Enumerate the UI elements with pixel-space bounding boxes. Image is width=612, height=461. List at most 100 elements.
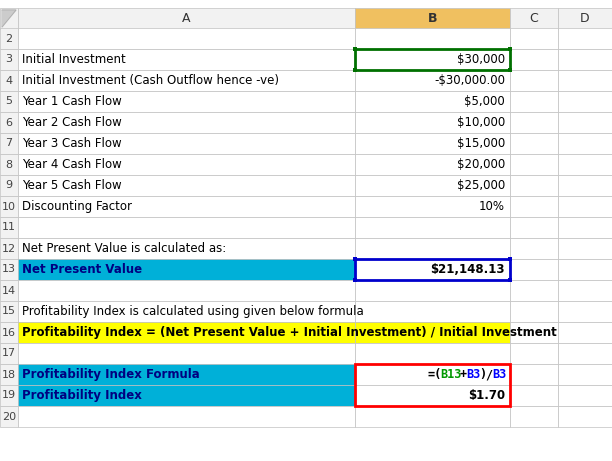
Bar [355, 259, 510, 280]
Text: $30,000: $30,000 [457, 53, 505, 66]
Bar [558, 322, 612, 343]
Bar [18, 28, 355, 49]
Bar [18, 385, 355, 406]
Text: Initial Investment: Initial Investment [22, 53, 125, 66]
Bar [558, 175, 612, 196]
Text: 12: 12 [2, 243, 16, 254]
Text: 10%: 10% [479, 200, 505, 213]
Text: Year 2 Cash Flow: Year 2 Cash Flow [22, 116, 122, 129]
Bar [0, 133, 18, 154]
Text: $10,000: $10,000 [457, 116, 505, 129]
Bar [510, 343, 558, 364]
Bar [510, 175, 558, 196]
Text: -$30,000.00: -$30,000.00 [434, 74, 505, 87]
Text: Year 3 Cash Flow: Year 3 Cash Flow [22, 137, 122, 150]
Bar [355, 49, 510, 70]
Text: 20: 20 [2, 412, 16, 421]
Text: 3: 3 [6, 54, 12, 65]
Bar [353, 47, 357, 51]
Bar [0, 91, 18, 112]
Bar [0, 196, 18, 217]
Bar [510, 364, 558, 385]
Text: 6: 6 [6, 118, 12, 128]
Bar [18, 8, 355, 29]
Text: Year 1 Cash Flow: Year 1 Cash Flow [22, 95, 122, 108]
Bar [508, 257, 512, 261]
Text: 8: 8 [6, 160, 13, 170]
Bar [355, 196, 510, 217]
Bar [355, 49, 510, 70]
Bar [18, 91, 355, 112]
Bar [355, 280, 510, 301]
Bar [510, 238, 558, 259]
Text: 5: 5 [6, 96, 12, 106]
Bar [510, 196, 558, 217]
Text: $5,000: $5,000 [465, 95, 505, 108]
Text: =(: =( [427, 368, 441, 381]
Bar [18, 364, 355, 385]
Text: 15: 15 [2, 307, 16, 317]
Bar [510, 259, 558, 280]
Bar [0, 154, 18, 175]
Bar [355, 28, 510, 49]
Bar [0, 49, 18, 70]
Bar [558, 238, 612, 259]
Text: 18: 18 [2, 370, 16, 379]
Text: /: / [485, 368, 493, 381]
Bar [0, 364, 18, 385]
Text: Profitability Index = (Net Present Value + Initial Investment) / Initial Investm: Profitability Index = (Net Present Value… [22, 326, 557, 339]
Bar [558, 301, 612, 322]
Text: $21,148.13: $21,148.13 [430, 263, 505, 276]
Text: Profitability Index Formula: Profitability Index Formula [22, 368, 200, 381]
Bar [510, 280, 558, 301]
Bar [510, 49, 558, 70]
Bar [355, 343, 510, 364]
Bar [558, 217, 612, 238]
Bar [18, 175, 355, 196]
Bar [0, 238, 18, 259]
Bar [558, 196, 612, 217]
Text: 2: 2 [6, 34, 13, 43]
Text: B3: B3 [492, 368, 506, 381]
Bar [510, 133, 558, 154]
Bar [355, 259, 510, 280]
Text: Profitability Index is calculated using given below formula: Profitability Index is calculated using … [22, 305, 364, 318]
Text: B3: B3 [466, 368, 480, 381]
Bar [355, 364, 510, 385]
Text: 14: 14 [2, 285, 16, 296]
Bar [0, 280, 18, 301]
Text: $25,000: $25,000 [457, 179, 505, 192]
Bar [355, 217, 510, 238]
Bar [18, 196, 355, 217]
Text: Discounting Factor: Discounting Factor [22, 200, 132, 213]
Bar [355, 301, 510, 322]
Bar [0, 217, 18, 238]
Text: 17: 17 [2, 349, 16, 359]
Text: D: D [580, 12, 590, 25]
Bar [508, 68, 512, 72]
Bar [18, 112, 355, 133]
Bar [353, 68, 357, 72]
Bar [18, 49, 355, 70]
Text: Profitability Index: Profitability Index [22, 389, 142, 402]
Text: B13: B13 [440, 368, 461, 381]
Text: $20,000: $20,000 [457, 158, 505, 171]
Bar [355, 364, 510, 406]
Bar [558, 385, 612, 406]
Bar [558, 364, 612, 385]
Bar [510, 322, 558, 343]
Bar [0, 259, 18, 280]
Bar [0, 28, 18, 49]
Bar [0, 406, 18, 427]
Text: B: B [428, 12, 437, 25]
Bar [355, 70, 510, 91]
Bar [508, 278, 512, 282]
Bar [0, 175, 18, 196]
Bar [355, 175, 510, 196]
Text: 10: 10 [2, 201, 16, 212]
Bar [355, 91, 510, 112]
Bar [510, 385, 558, 406]
Bar [510, 91, 558, 112]
Bar [510, 28, 558, 49]
Bar [558, 406, 612, 427]
